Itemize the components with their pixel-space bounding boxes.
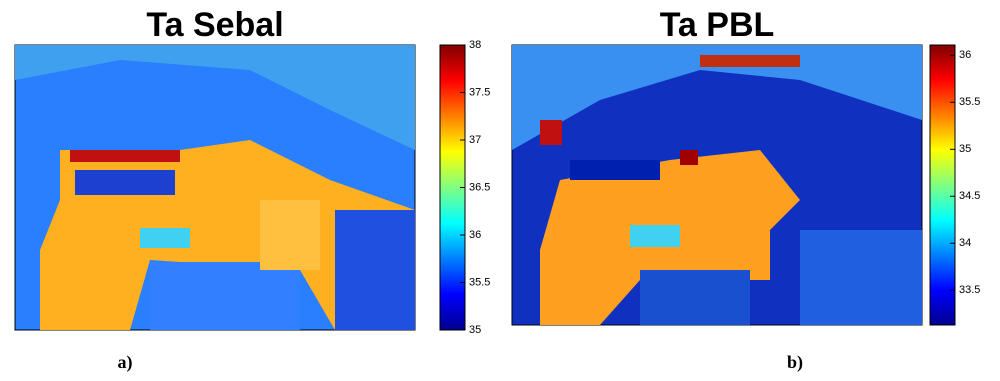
- colorbar-tick-label: 35: [959, 143, 971, 155]
- colorbar-tick-label: 34.5: [959, 190, 980, 202]
- colorbar-tick-label: 34: [959, 237, 971, 249]
- colorbar-tick-label: 36.5: [469, 181, 490, 193]
- map-image-b: [511, 44, 923, 326]
- colorbar-tick-label: 36: [469, 229, 481, 241]
- colorbar-tick-label: 35: [469, 324, 481, 336]
- colorbar-tick-label: 37.5: [469, 86, 490, 98]
- chart-title: Ta Sebal: [146, 6, 283, 44]
- panel-caption: a): [118, 352, 133, 373]
- colorbar-b: [929, 44, 956, 326]
- panel-caption: b): [787, 352, 803, 373]
- colorbar-tick-label: 35.5: [469, 276, 490, 288]
- colorbar-tick-label: 38: [469, 39, 481, 51]
- map-image-a: [14, 44, 416, 331]
- chart-title: Ta PBL: [660, 6, 775, 44]
- colorbar-tick-label: 35.5: [959, 96, 980, 108]
- colorbar-tick-label: 37: [469, 134, 481, 146]
- colorbar-tick-label: 36: [959, 49, 971, 61]
- colorbar-tick-label: 33.5: [959, 284, 980, 296]
